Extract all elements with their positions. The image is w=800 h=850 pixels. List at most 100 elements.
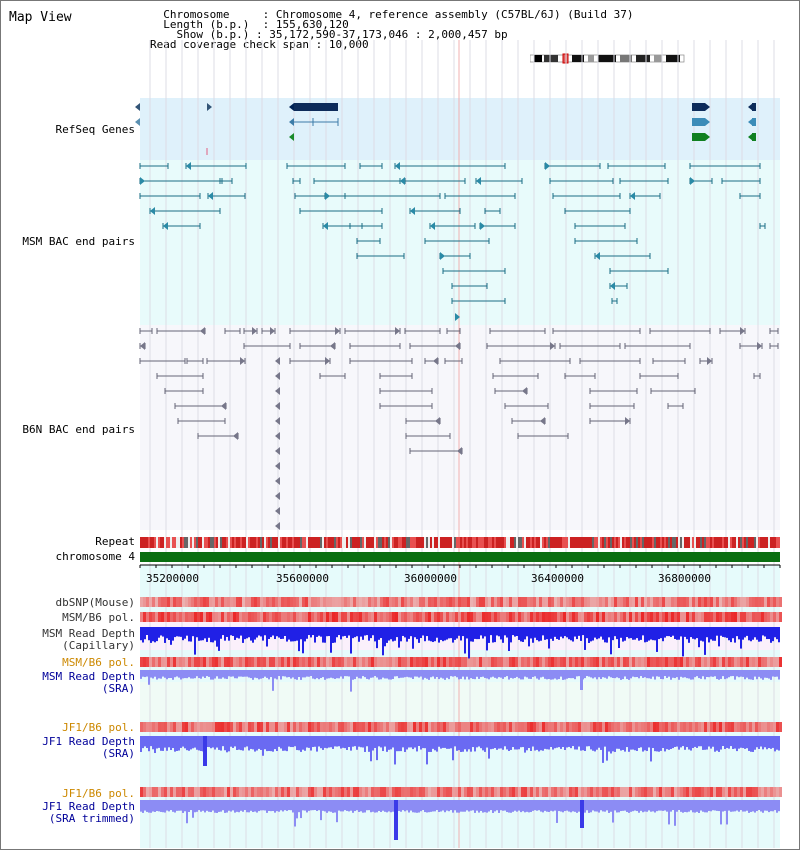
dbsnp-heat-cell <box>623 597 626 607</box>
dbsnp-heat-cell <box>323 597 326 607</box>
track-label-jf1-b6-pol[interactable]: JF1/B6 pol. <box>62 721 135 734</box>
track-label-msm-read-depth-sra[interactable]: MSM Read Depth (SRA) <box>42 670 135 695</box>
repeat-segment <box>660 537 662 548</box>
dbsnp-heat-cell <box>563 597 566 607</box>
repeat-segment <box>414 537 416 548</box>
msm-b6-pol-heat-cell <box>281 612 284 622</box>
track-label-chromosome[interactable]: chromosome 4 <box>55 550 135 563</box>
jf1-trimmed-depth-bar <box>760 800 762 812</box>
show-row: Show (b.p.) : 35,172,590-37,173,046 : 2,… <box>176 28 508 41</box>
jf1-trimmed-depth-bar <box>238 800 240 813</box>
track-label-refseq[interactable]: RefSeq Genes <box>55 123 135 136</box>
jf1-b6-pol-heat-cell <box>191 722 194 732</box>
msm-sra-depth-bar <box>608 670 610 677</box>
bac-arrow-icon <box>550 342 555 350</box>
jf1-sra-depth-bar <box>414 736 416 748</box>
jf1-sra-depth-bar <box>424 736 426 749</box>
dbsnp-heat-cell <box>752 597 755 607</box>
jf1-sra-depth-bar <box>556 736 558 748</box>
msm-sra-depth-bar <box>740 670 742 677</box>
msm-capillary-depth-bar <box>582 627 584 636</box>
msm-sra-depth-bar <box>206 670 208 677</box>
jf1-b6-pol-trimmed-heat-cell <box>281 787 284 797</box>
repeat-segment <box>550 537 552 548</box>
track-label-jf1-read-depth-sra[interactable]: JF1 Read Depth (SRA) <box>42 735 135 760</box>
jf1-b6-pol-heat-cell <box>494 722 497 732</box>
msm-sra-depth-bar <box>432 670 434 677</box>
jf1-sra-depth-bar <box>614 736 616 752</box>
msm-capillary-depth-bar <box>496 627 498 636</box>
msm-b6-pol-sra-heat-cell <box>200 657 203 667</box>
repeat-segment <box>282 537 284 548</box>
jf1-trimmed-depth-bar <box>600 800 602 811</box>
dbsnp-heat-cell <box>206 597 209 607</box>
msm-b6-pol-sra-heat-cell <box>359 657 362 667</box>
jf1-trimmed-depth-bar <box>682 800 684 813</box>
jf1-b6-pol-heat-cell <box>524 722 527 732</box>
jf1-sra-depth-bar <box>742 736 744 749</box>
jf1-b6-pol-heat-cell <box>677 722 680 732</box>
msm-capillary-depth-bar <box>586 627 588 639</box>
msm-b6-pol-heat-cell <box>329 612 332 622</box>
msm-b6-pol-sra-heat-cell <box>755 657 758 667</box>
track-label-dbsnp[interactable]: dbSNP(Mouse) <box>55 596 135 609</box>
jf1-sra-depth-bar <box>356 736 358 750</box>
dbsnp-heat-cell <box>326 597 329 607</box>
msm-b6-pol-heat-cell <box>401 612 404 622</box>
jf1-trimmed-depth-bar <box>306 800 308 813</box>
track-label-msm-b6-pol[interactable]: MSM/B6 pol. <box>62 611 135 624</box>
jf1-sra-depth-bar <box>468 736 470 750</box>
jf1-trimmed-depth-bar <box>282 800 284 812</box>
jf1-sra-depth-bar <box>552 736 554 750</box>
axis-tick-label: 35200000 <box>146 572 199 585</box>
repeat-segment <box>230 537 232 548</box>
msm-b6-pol-sra-heat-cell <box>395 657 398 667</box>
msm-capillary-depth-bar <box>344 627 346 636</box>
msm-capillary-depth-bar <box>642 627 644 636</box>
msm-capillary-depth-bar <box>744 627 746 638</box>
msm-capillary-depth-bar <box>410 627 412 637</box>
msm-capillary-depth-bar <box>580 627 582 641</box>
msm-sra-depth-bar <box>176 670 178 677</box>
jf1-trimmed-depth-bar <box>452 800 454 813</box>
track-label-msm-bac[interactable]: MSM BAC end pairs <box>22 235 135 248</box>
jf1-trimmed-depth-bar <box>470 800 472 811</box>
jf1-b6-pol-heat-cell <box>329 722 332 732</box>
msm-capillary-depth-bar <box>434 627 436 642</box>
msm-b6-pol-heat-cell <box>629 612 632 622</box>
msm-sra-depth-bar <box>394 670 396 677</box>
msm-b6-pol-heat-cell <box>623 612 626 622</box>
msm-b6-pol-sra-heat-cell <box>239 657 242 667</box>
repeat-segment <box>164 537 166 548</box>
repeat-segment <box>252 537 254 548</box>
msm-capillary-depth-bar <box>542 627 544 636</box>
repeat-segment <box>568 537 570 548</box>
track-label-msm-b6-pol-sra[interactable]: MSM/B6 pol. <box>62 656 135 669</box>
jf1-b6-pol-trimmed-heat-cell <box>404 787 407 797</box>
track-label-jf1-read-depth-trimmed[interactable]: JF1 Read Depth (SRA trimmed) <box>42 800 135 825</box>
msm-b6-pol-sra-heat-cell <box>272 657 275 667</box>
jf1-trimmed-depth-bar <box>466 800 468 811</box>
jf1-sra-depth-bar <box>576 736 578 750</box>
jf1-b6-pol-heat-cell <box>737 722 740 732</box>
jf1-b6-pol-heat-cell <box>449 722 452 732</box>
msm-sra-depth-bar <box>676 670 678 678</box>
track-label-b6n-bac[interactable]: B6N BAC end pairs <box>22 423 135 436</box>
track-label-repeat[interactable]: Repeat <box>95 535 135 548</box>
msm-b6-pol-sra-heat-cell <box>743 657 746 667</box>
msm-sra-depth-bar <box>156 670 158 680</box>
repeat-segment <box>658 537 660 548</box>
jf1-sra-depth-bar <box>498 736 500 749</box>
track-label-jf1-b6-pol-trimmed[interactable]: JF1/B6 pol. <box>62 787 135 800</box>
jf1-sra-depth-bar <box>652 736 654 749</box>
msm-sra-depth-bar <box>614 670 616 679</box>
jf1-sra-depth-bar <box>178 736 180 751</box>
msm-sra-depth-bar <box>680 670 682 677</box>
track-label-msm-read-depth-capillary[interactable]: MSM Read Depth (Capillary) <box>42 627 135 652</box>
jf1-sra-depth-bar <box>406 736 408 750</box>
dbsnp-heat-cell <box>614 597 617 607</box>
msm-capillary-depth-bar <box>160 627 162 636</box>
jf1-sra-depth-bar <box>562 736 564 747</box>
msm-b6-pol-heat-cell <box>347 612 350 622</box>
